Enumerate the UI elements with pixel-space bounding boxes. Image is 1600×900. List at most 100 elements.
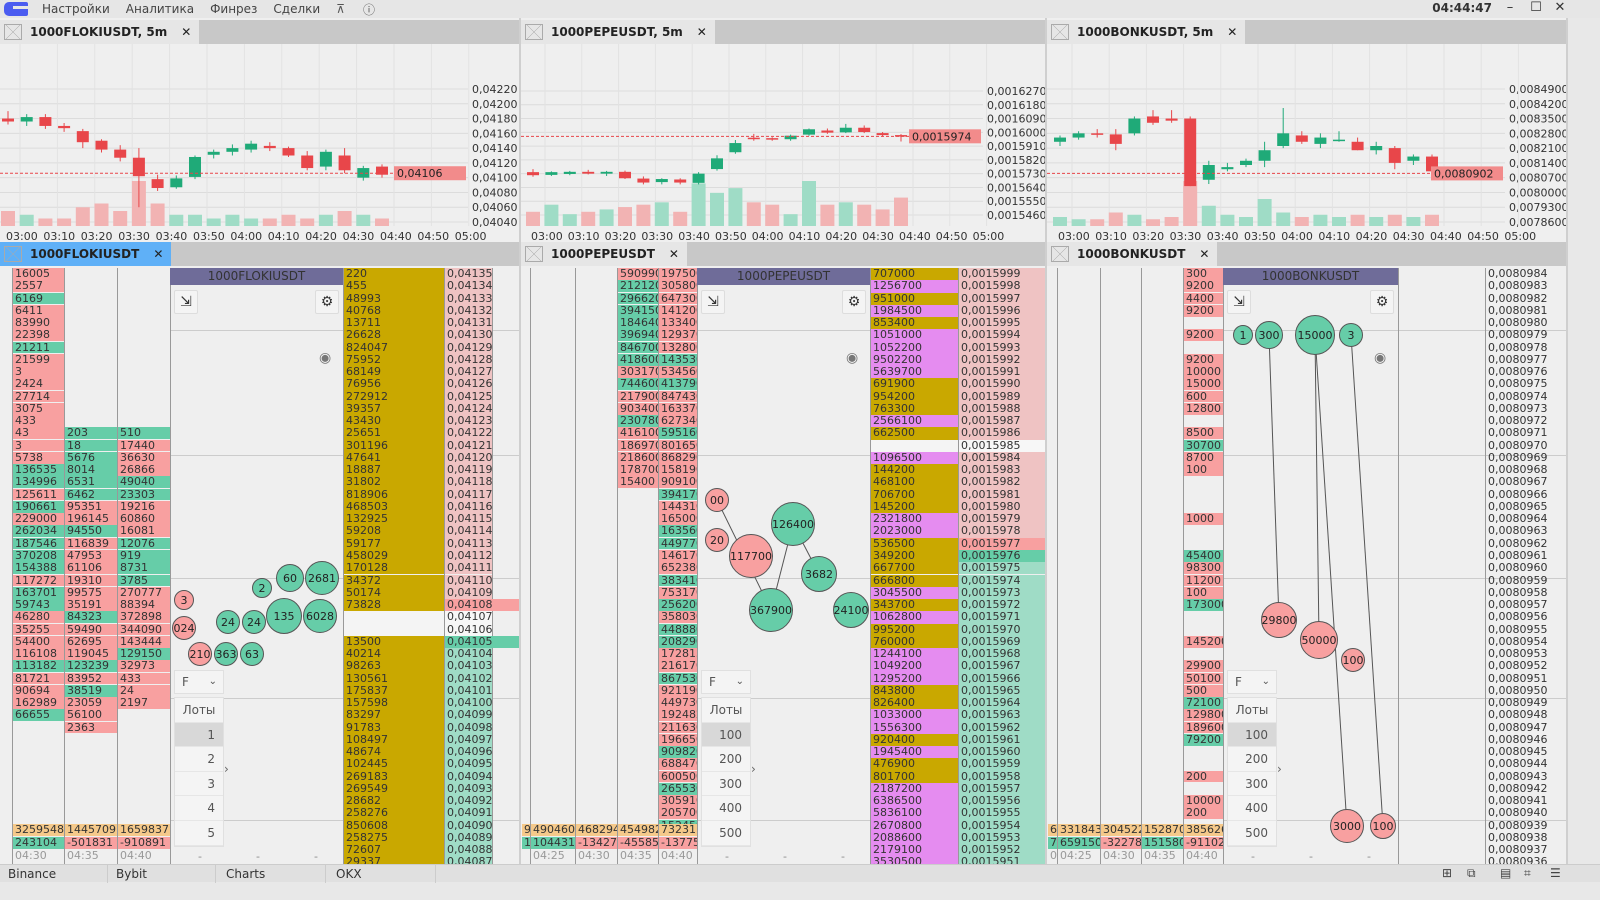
price-level[interactable]: 0,0015982 xyxy=(959,476,1045,489)
price-level[interactable]: 0,0015984 xyxy=(959,451,1045,465)
price-level[interactable]: 0,0080970 xyxy=(1488,439,1548,452)
price-level[interactable]: 0,0015958 xyxy=(959,770,1045,783)
price-level[interactable]: 0,0015994 xyxy=(959,329,1045,342)
price-level[interactable]: 0,0080973 xyxy=(1488,402,1548,415)
chart-tab[interactable]: 1000PEPEUSDT, 5m ✕ xyxy=(521,20,715,44)
close-tab-icon[interactable]: ✕ xyxy=(153,247,164,261)
price-level[interactable]: 0,0080942 xyxy=(1488,782,1548,795)
price-level[interactable]: 0,0080945 xyxy=(1488,746,1548,759)
price-level[interactable]: 0,0015977 xyxy=(959,537,1045,550)
price-level[interactable]: 0,0015975 xyxy=(959,562,1045,575)
price-level[interactable]: 0,0015962 xyxy=(959,721,1045,734)
add-chart-button[interactable]: ⇲ xyxy=(1227,290,1251,314)
price-level[interactable]: 0,04114 xyxy=(445,525,492,538)
price-level[interactable]: 0,04126 xyxy=(445,378,492,391)
price-level[interactable]: 0,0080983 xyxy=(1488,280,1548,293)
dom-tab[interactable]: 1000FLOKIUSDT ✕ xyxy=(0,242,172,266)
price-level[interactable]: 0,0080946 xyxy=(1488,733,1548,746)
table-icon[interactable]: ▤ xyxy=(1500,866,1512,880)
lot-option[interactable]: 400 xyxy=(702,796,750,821)
chart-tab[interactable]: 1000BONKUSDT, 5m ✕ xyxy=(1047,20,1246,44)
tab-bybit[interactable]: Bybit xyxy=(108,865,216,883)
menu-trades[interactable]: Сделки xyxy=(273,2,321,16)
price-level[interactable]: 0,04099 xyxy=(445,709,492,722)
lot-option[interactable]: 200 xyxy=(702,747,750,772)
price-level[interactable]: 0,0080936 xyxy=(1488,856,1548,864)
price-level[interactable]: 0,0015964 xyxy=(959,697,1045,710)
price-level[interactable]: 0,0015989 xyxy=(959,390,1045,403)
dom-tab[interactable]: 1000PEPEUSDT ✕ xyxy=(521,242,687,266)
lot-option[interactable]: 5 xyxy=(175,821,223,846)
price-level[interactable]: 0,04113 xyxy=(445,537,492,550)
price-level[interactable]: 0,04094 xyxy=(445,770,492,783)
price-level[interactable]: 0,0080941 xyxy=(1488,795,1548,808)
price-level[interactable]: 0,0080960 xyxy=(1488,562,1548,575)
price-level[interactable]: 0,0080940 xyxy=(1488,807,1548,820)
chevron-right-icon[interactable]: › xyxy=(1277,762,1282,776)
lot-option[interactable]: 300 xyxy=(702,772,750,797)
price-level[interactable]: 0,0080978 xyxy=(1488,341,1548,354)
price-level[interactable]: 0,0080971 xyxy=(1488,427,1548,440)
tab-okx[interactable]: OKX xyxy=(328,865,436,883)
price-level[interactable]: 0,0015968 xyxy=(959,648,1045,661)
eye-icon[interactable]: ◉ xyxy=(1374,350,1387,366)
price-level[interactable]: 0,0080963 xyxy=(1488,525,1548,538)
price-level[interactable]: 0,04103 xyxy=(445,660,492,673)
price-level[interactable]: 0,0080959 xyxy=(1488,574,1548,587)
price-level[interactable]: 0,0080969 xyxy=(1488,451,1548,464)
price-level[interactable]: 0,0015970 xyxy=(959,623,1045,636)
add-chart-button[interactable]: ⇲ xyxy=(701,290,725,314)
price-level[interactable]: 0,0080965 xyxy=(1488,500,1548,513)
minimize-icon[interactable]: – xyxy=(1506,0,1514,15)
list-icon[interactable]: ☰ xyxy=(1550,866,1561,880)
price-level[interactable]: 0,0080981 xyxy=(1488,304,1548,317)
price-level[interactable]: 0,04101 xyxy=(445,684,492,698)
price-level[interactable]: 0,04123 xyxy=(445,415,492,428)
price-level[interactable]: 0,0080950 xyxy=(1488,684,1548,697)
lot-option[interactable]: 2 xyxy=(175,747,223,772)
price-level[interactable]: 0,0015993 xyxy=(959,341,1045,354)
price-level[interactable]: 0,04089 xyxy=(445,831,492,845)
price-level[interactable]: 0,0015957 xyxy=(959,782,1045,796)
price-level[interactable]: 0,0015983 xyxy=(959,464,1045,477)
price-level[interactable]: 0,0080957 xyxy=(1488,599,1548,612)
price-level[interactable]: 0,0080966 xyxy=(1488,488,1548,501)
price-level[interactable]: 0,04117 xyxy=(445,488,492,501)
price-level[interactable]: 0,0015981 xyxy=(959,488,1045,501)
price-level[interactable]: 0,04098 xyxy=(445,721,492,734)
price-level[interactable]: 0,04102 xyxy=(445,672,492,685)
tab-binance[interactable]: Binance xyxy=(0,865,108,883)
price-level[interactable]: 0,04111 xyxy=(445,562,492,575)
menu-settings[interactable]: Настройки xyxy=(42,2,110,16)
price-level[interactable]: 0,0080952 xyxy=(1488,660,1548,673)
maximize-icon[interactable]: ☐ xyxy=(1530,0,1542,15)
price-level[interactable]: 0,0015973 xyxy=(959,586,1045,599)
price-level[interactable]: 0,0080954 xyxy=(1488,635,1548,648)
price-level[interactable]: 0,0080948 xyxy=(1488,709,1548,722)
price-level[interactable]: 0,0080972 xyxy=(1488,415,1548,428)
price-level[interactable]: 0,0080938 xyxy=(1488,831,1548,844)
price-level[interactable]: 0,04087 xyxy=(445,856,492,864)
eye-icon[interactable]: ◉ xyxy=(319,350,332,366)
price-level[interactable]: 0,04107 xyxy=(445,611,492,624)
chevron-right-icon[interactable]: › xyxy=(751,762,756,776)
price-level[interactable]: 0,0080958 xyxy=(1488,586,1548,599)
price-level[interactable]: 0,0015965 xyxy=(959,684,1045,698)
window-icon[interactable]: ⧉ xyxy=(1467,866,1476,880)
price-level[interactable]: 0,04090 xyxy=(445,819,492,832)
price-level[interactable]: 0,04115 xyxy=(445,513,492,526)
price-level[interactable]: 0,04095 xyxy=(445,758,492,771)
price-level[interactable]: 0,0080937 xyxy=(1488,844,1548,857)
lot-option[interactable]: 4 xyxy=(175,796,223,821)
price-level[interactable]: 0,04112 xyxy=(445,549,492,563)
price-level[interactable]: 0,04125 xyxy=(445,390,492,403)
price-level[interactable]: 0,0080977 xyxy=(1488,353,1548,366)
close-icon[interactable]: ✕ xyxy=(1554,0,1566,15)
lot-option[interactable]: 500 xyxy=(1228,821,1276,846)
eye-icon[interactable]: ◉ xyxy=(846,350,859,366)
price-level[interactable]: 0,0015972 xyxy=(959,599,1045,612)
price-level[interactable]: 0,0080964 xyxy=(1488,513,1548,526)
settings-gear-icon[interactable]: ⚙ xyxy=(842,290,866,314)
price-level[interactable]: 0,0015985 xyxy=(959,439,1045,452)
price-level[interactable]: 0,04110 xyxy=(445,574,492,587)
